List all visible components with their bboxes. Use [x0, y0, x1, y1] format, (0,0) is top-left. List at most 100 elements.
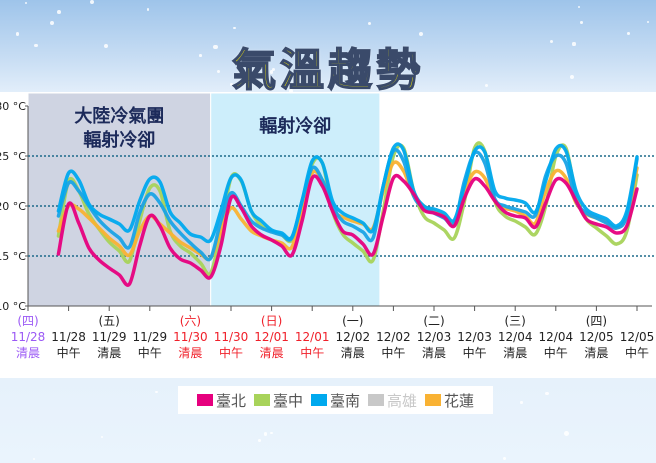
x-tick-period: 清晨 [503, 346, 527, 360]
legend-item-hualien[interactable]: 花蓮 [425, 390, 474, 411]
legend-item-taichung[interactable]: 臺中 [253, 390, 303, 411]
x-tick-date: 12/05 [579, 330, 614, 344]
snowflake [577, 6, 581, 9]
x-tick-weekday: (二) [423, 314, 444, 328]
x-tick-period: 中午 [381, 345, 405, 360]
snowflake [367, 21, 372, 26]
snowflake [146, 8, 150, 11]
x-tick-date: 12/04 [498, 330, 533, 344]
snowflake [484, 83, 489, 88]
x-tick-period: 中午 [57, 345, 81, 360]
legend: 臺北 臺中 臺南 高雄 花蓮 [178, 386, 493, 414]
x-tick-date: 12/01 [254, 330, 289, 344]
x-tick-period: 中午 [300, 345, 324, 360]
snowflake [263, 432, 268, 437]
x-tick-date: 12/02 [376, 330, 411, 344]
snowflake [272, 68, 276, 72]
snowflake [572, 42, 576, 46]
snowflake [258, 438, 261, 442]
annotation-label: 輻射冷卻 [83, 129, 155, 151]
snowflake [270, 431, 273, 434]
y-tick-label: 20 °C [0, 200, 26, 213]
snowflake [103, 43, 108, 48]
x-tick-weekday: (四) [17, 314, 38, 328]
x-tick-date: 11/28 [51, 330, 86, 344]
snowflake [646, 20, 650, 24]
x-tick-period: 清晨 [341, 346, 365, 360]
snowflake [216, 69, 221, 74]
x-tick-weekday: (一) [342, 314, 363, 328]
x-tick-period: 中午 [138, 345, 162, 360]
x-tick-period: 中午 [463, 345, 487, 360]
x-tick-date: 11/29 [92, 330, 127, 344]
annotation-label: 大陸冷氣團 [74, 105, 164, 127]
x-tick-period: 清晨 [16, 346, 40, 360]
snowflake [199, 54, 202, 57]
legend-swatch [425, 394, 442, 406]
x-tick-weekday: (五) [99, 314, 120, 328]
snowflake [544, 391, 549, 396]
x-tick-date: 11/29 [133, 330, 168, 344]
legend-item-kaohsiung[interactable]: 高雄 [368, 390, 417, 411]
snowflake [520, 401, 523, 404]
snowflake [550, 39, 554, 43]
y-tick-label: 10 °C [0, 300, 26, 313]
x-tick-date: 12/03 [417, 330, 452, 344]
snowflake [213, 44, 219, 50]
annotation-region [27, 92, 212, 307]
snowflake [564, 431, 570, 436]
snowflake [229, 83, 233, 87]
snowflake [247, 81, 251, 85]
series-line-臺中 [56, 141, 639, 276]
x-tick-date: 12/04 [539, 330, 574, 344]
x-tick-date: 12/01 [295, 330, 330, 344]
x-tick-period: 清晨 [178, 346, 202, 360]
snowflake [579, 21, 583, 24]
x-tick-period: 清晨 [584, 346, 608, 360]
x-tick-period: 清晨 [260, 346, 284, 360]
x-tick-date: 12/02 [336, 330, 371, 344]
annotation-label: 輻射冷卻 [259, 115, 331, 137]
snowflake [89, 0, 94, 5]
temperature-chart: 大陸冷氣團輻射冷卻輻射冷卻10 °C15 °C20 °C25 °C30 °C(四… [0, 92, 655, 360]
x-tick-date: 12/05 [620, 330, 655, 344]
y-tick-label: 15 °C [0, 250, 26, 263]
x-tick-period: 中午 [625, 345, 649, 360]
x-tick-period: 清晨 [97, 346, 121, 360]
snowflake [34, 43, 38, 48]
legend-label: 臺中 [272, 391, 303, 410]
x-tick-weekday: (六) [180, 314, 201, 328]
snowflake [332, 79, 336, 83]
x-tick-date: 11/28 [11, 330, 46, 344]
x-tick-weekday: (四) [586, 314, 607, 328]
legend-swatch [253, 394, 270, 406]
snowflake [56, 9, 61, 14]
x-tick-date: 12/03 [457, 330, 492, 344]
snowflake [24, 1, 28, 5]
legend-swatch [368, 394, 384, 406]
x-tick-date: 11/30 [173, 330, 208, 344]
legend-label: 臺北 [215, 391, 246, 410]
x-tick-date: 11/30 [214, 330, 249, 344]
series-line-臺北 [56, 173, 639, 287]
chart-title: 氣溫趨勢 [231, 44, 424, 97]
x-tick-period: 中午 [219, 345, 243, 360]
legend-item-tainan[interactable]: 臺南 [310, 390, 360, 411]
snowflake [502, 457, 506, 461]
x-tick-period: 中午 [544, 345, 568, 360]
snowflake [627, 32, 631, 36]
legend-swatch [310, 394, 327, 406]
snowflake [419, 32, 424, 37]
series-line-臺南 [56, 142, 639, 244]
snowflake [101, 435, 104, 438]
snowflake [269, 70, 274, 75]
snowflake [289, 89, 294, 93]
y-tick-label: 25 °C [0, 150, 26, 163]
legend-label: 臺南 [329, 391, 360, 410]
y-tick-label: 30 °C [0, 100, 26, 113]
legend-item-taipei[interactable]: 臺北 [196, 390, 246, 411]
snowflake [15, 32, 20, 36]
x-tick-period: 清晨 [422, 346, 446, 360]
x-tick-weekday: (三) [505, 314, 526, 328]
snowflake [570, 74, 575, 79]
